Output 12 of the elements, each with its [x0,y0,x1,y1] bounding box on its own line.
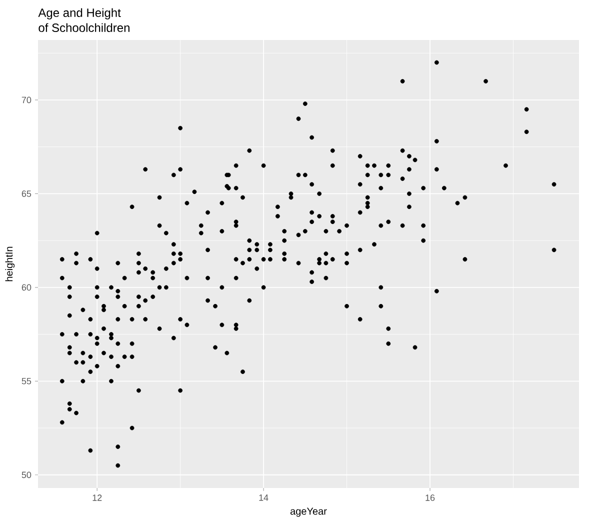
y-tick-label: 65 [22,190,32,197]
chart-title: Age and Height [38,8,121,20]
y-tick-label: 60 [22,284,32,291]
x-tick-label: 16 [426,494,435,501]
y-tick-label: 70 [22,96,32,104]
y-tick-label: 55 [22,378,32,384]
x-axis-title: ageYear [290,508,327,517]
chart-subtitle: of Schoolchildren [38,23,130,32]
y-axis-title: heightIn [5,246,15,282]
x-tick-label: 12 [92,494,102,501]
y-tick-label: 50 [22,472,32,478]
x-tick-label: 14 [259,494,268,501]
